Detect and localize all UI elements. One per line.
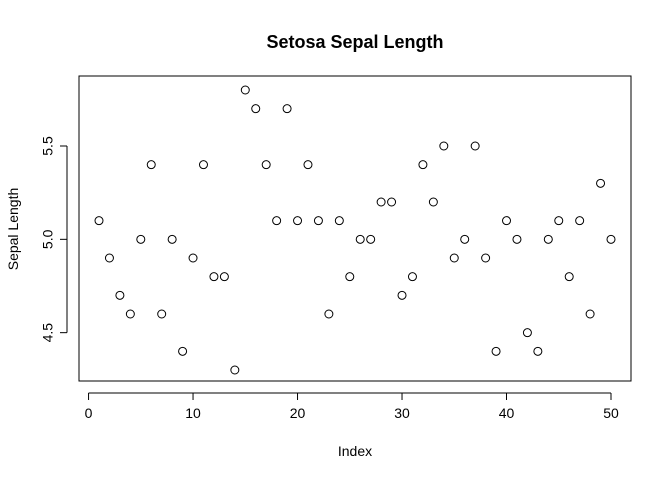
data-point	[115, 290, 125, 300]
data-point	[543, 234, 553, 244]
data-point	[251, 104, 261, 114]
data-point	[94, 216, 104, 226]
data-point	[355, 234, 365, 244]
data-point	[104, 253, 114, 263]
data-point	[554, 216, 564, 226]
y-tick-label: 5.0	[40, 229, 56, 249]
data-point	[303, 160, 313, 170]
data-point	[428, 197, 438, 207]
data-point	[240, 85, 250, 95]
chart-title: Setosa Sepal Length	[266, 32, 443, 52]
x-tick-label: 40	[499, 405, 515, 421]
x-axis: 0 10 20 30 40 50	[85, 392, 619, 421]
data-point	[366, 234, 376, 244]
data-point	[313, 216, 323, 226]
data-point	[293, 216, 303, 226]
x-tick-label: 50	[603, 405, 619, 421]
x-tick-label: 10	[185, 405, 201, 421]
data-point	[230, 365, 240, 375]
data-point	[439, 141, 449, 151]
data-point	[198, 160, 208, 170]
data-point	[418, 160, 428, 170]
data-point	[324, 309, 334, 319]
data-point	[136, 234, 146, 244]
data-point	[460, 234, 470, 244]
data-point	[502, 216, 512, 226]
data-point	[397, 290, 407, 300]
data-point	[167, 234, 177, 244]
y-tick-label: 4.5	[40, 323, 56, 343]
x-tick-label: 30	[394, 405, 410, 421]
data-point	[491, 346, 501, 356]
data-point	[272, 216, 282, 226]
data-point	[178, 346, 188, 356]
data-point	[481, 253, 491, 263]
data-point	[564, 272, 574, 282]
x-tick-label: 20	[290, 405, 306, 421]
y-tick-label: 5.5	[40, 136, 56, 156]
data-point	[387, 197, 397, 207]
data-point	[606, 234, 616, 244]
data-point	[470, 141, 480, 151]
data-point	[533, 346, 543, 356]
data-point	[261, 160, 271, 170]
y-axis-label: Sepal Length	[5, 188, 21, 271]
data-point	[188, 253, 198, 263]
data-point	[219, 272, 229, 282]
y-axis: 4.5 5.0 5.5	[40, 136, 68, 343]
data-point	[125, 309, 135, 319]
data-point	[522, 328, 532, 338]
data-point	[585, 309, 595, 319]
data-point	[146, 160, 156, 170]
data-point	[407, 272, 417, 282]
data-point	[209, 272, 219, 282]
data-point	[512, 234, 522, 244]
data-point	[449, 253, 459, 263]
x-tick-label: 0	[85, 405, 93, 421]
data-point	[575, 216, 585, 226]
data-point	[376, 197, 386, 207]
data-point	[282, 104, 292, 114]
data-point	[596, 178, 606, 188]
data-point	[334, 216, 344, 226]
plot-frame	[78, 75, 632, 382]
x-axis-label: Index	[338, 443, 372, 459]
data-point	[345, 272, 355, 282]
data-points	[94, 85, 616, 375]
data-point	[157, 309, 167, 319]
